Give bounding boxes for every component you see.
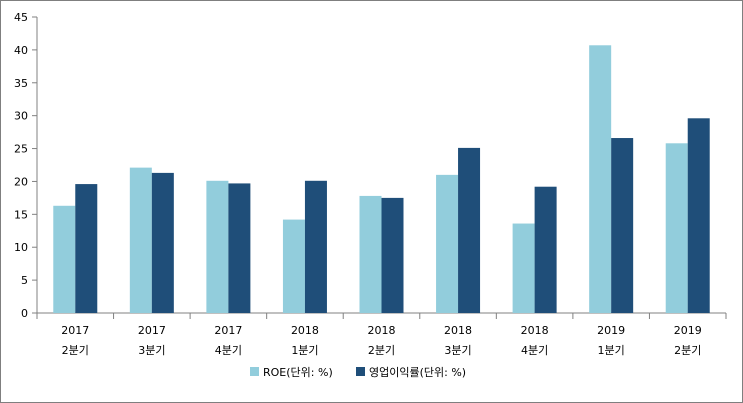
- x-tick-label-quarter: 2분기: [368, 344, 395, 357]
- x-tick-label-year: 2017: [214, 324, 242, 337]
- y-tick-label: 35: [14, 77, 28, 90]
- legend-swatch: [356, 367, 365, 376]
- legend-swatch: [250, 367, 259, 376]
- y-tick-label: 0: [21, 307, 28, 320]
- legend-label: 영업이익률(단위: %): [369, 366, 466, 379]
- bar-roe: [53, 205, 76, 313]
- bar-operating-margin: [151, 172, 174, 313]
- bar-operating-margin: [611, 138, 634, 313]
- legend-label: ROE(단위: %): [263, 366, 333, 379]
- y-tick-label: 5: [21, 274, 28, 287]
- x-tick-label-year: 2019: [674, 324, 702, 337]
- bar-operating-margin: [75, 184, 98, 313]
- y-tick-label: 30: [14, 110, 28, 123]
- x-tick-label-quarter: 1분기: [598, 344, 625, 357]
- bar-operating-margin: [534, 186, 557, 313]
- x-tick-label-year: 2018: [291, 324, 319, 337]
- x-tick-label-year: 2017: [138, 324, 166, 337]
- x-tick-label-year: 2019: [597, 324, 625, 337]
- bar-roe: [206, 180, 229, 313]
- x-tick-label-year: 2018: [444, 324, 472, 337]
- bar-operating-margin: [458, 147, 481, 313]
- y-tick-label: 40: [14, 44, 28, 57]
- y-axis-labels: 0 5 10 15 20 25 30 35 40 45: [14, 11, 28, 320]
- legend: ROE(단위: %) 영업이익률(단위: %): [250, 366, 466, 379]
- x-tick-label-quarter: 4분기: [215, 344, 242, 357]
- y-tick-label: 15: [14, 208, 28, 221]
- bar-roe: [589, 45, 612, 313]
- y-tick-label: 45: [14, 11, 28, 24]
- bar-operating-margin: [687, 118, 710, 313]
- y-tick-label: 10: [14, 241, 28, 254]
- x-tick-label-year: 2018: [521, 324, 549, 337]
- x-tick-label-quarter: 3분기: [444, 344, 471, 357]
- bar-roe: [282, 219, 305, 313]
- x-tick-label-quarter: 1분기: [291, 344, 318, 357]
- bar-operating-margin: [304, 180, 327, 313]
- x-tick-label-quarter: 2분기: [62, 344, 89, 357]
- bar-operating-margin: [228, 183, 251, 313]
- bar-operating-margin: [381, 197, 404, 313]
- x-tick-label-year: 2017: [61, 324, 89, 337]
- x-tick-label-quarter: 2분기: [674, 344, 701, 357]
- x-tick-label-quarter: 4분기: [521, 344, 548, 357]
- bar-roe: [665, 143, 688, 313]
- bar-roe: [436, 174, 459, 313]
- y-tick-label: 25: [14, 143, 28, 156]
- x-tick-label-year: 2018: [368, 324, 396, 337]
- x-tick-label-quarter: 3분기: [138, 344, 165, 357]
- y-tick-label: 20: [14, 175, 28, 188]
- bar-roe: [129, 167, 152, 313]
- bar-roe: [512, 223, 535, 313]
- bars: [53, 45, 710, 313]
- x-axis-labels: 2017 2분기 2017 3분기 2017 4분기 2018 1분기 2018 2분기 2018 3…: [61, 324, 701, 357]
- bar-roe: [359, 195, 382, 313]
